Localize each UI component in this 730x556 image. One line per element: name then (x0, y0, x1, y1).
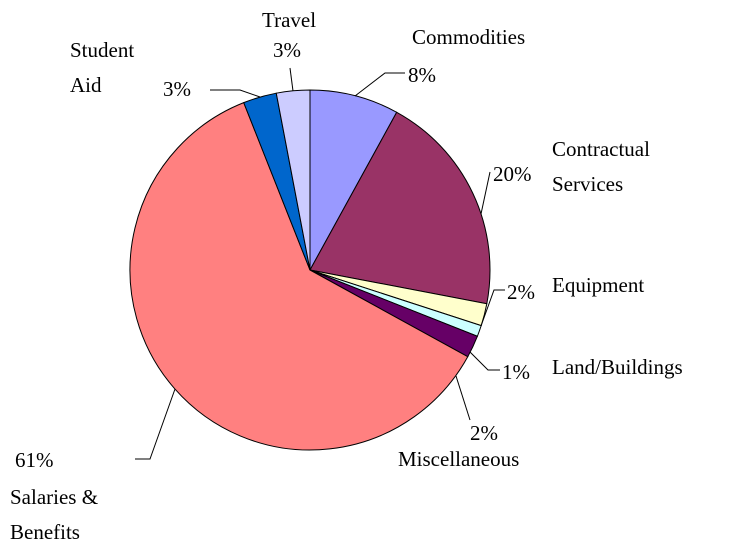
slice-label: Student Aid (70, 38, 135, 97)
value-label: 1% (502, 360, 530, 384)
slice-label: Miscellaneous (398, 447, 520, 471)
slice-label: Commodities (412, 25, 526, 49)
slice-label: Land/Buildings (552, 355, 683, 379)
slice-label: Contractual Services (552, 137, 650, 196)
leader-line (210, 89, 261, 98)
slice-label: Salaries & Benefits (10, 485, 99, 544)
leader-line (354, 72, 405, 97)
value-label: 3% (273, 38, 301, 62)
leader-line (469, 351, 500, 371)
leader-line (289, 67, 294, 92)
leader-line (135, 388, 176, 460)
value-label: 8% (408, 63, 436, 87)
pie-slice (309, 111, 491, 305)
leader-line (480, 171, 491, 215)
value-label: 20% (493, 162, 532, 186)
leader-line (480, 289, 505, 327)
leader-line (455, 375, 471, 421)
pie-slice (309, 89, 398, 271)
value-label: 3% (163, 77, 191, 101)
value-label: 61% (15, 448, 54, 472)
slice-label: Equipment (552, 273, 645, 297)
slice-label: Travel (262, 8, 317, 32)
value-label: 2% (470, 421, 498, 445)
value-label: 2% (507, 280, 535, 304)
